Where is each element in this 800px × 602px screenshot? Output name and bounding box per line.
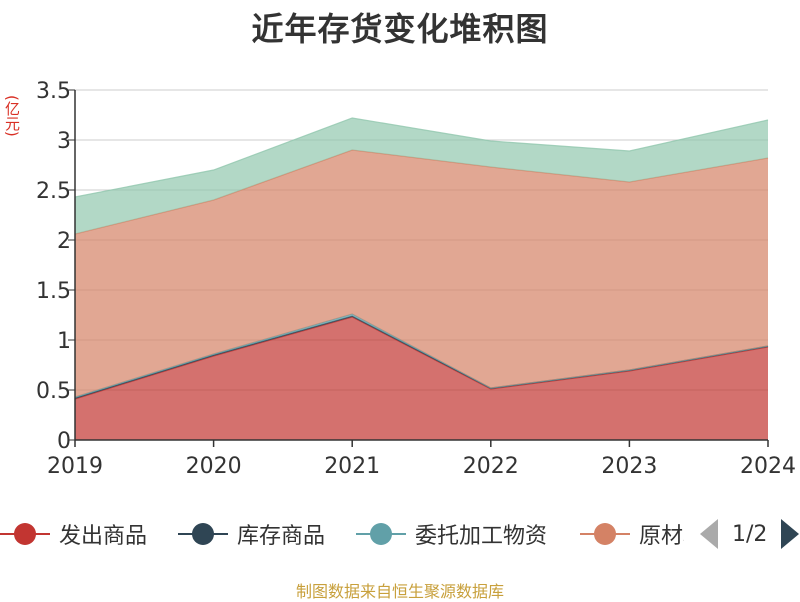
y-axis-unit-label: (亿元) — [3, 95, 21, 137]
legend-item[interactable]: 委托加工物资 — [356, 514, 547, 554]
y-tick-label: 3.5 — [36, 79, 71, 104]
y-tick-label: 2 — [57, 229, 71, 254]
legend-marker-icon — [356, 514, 406, 554]
legend-label: 发出商品 — [59, 524, 148, 549]
x-tick-label: 2022 — [463, 454, 519, 479]
legend-items: 发出商品 库存商品 委托加工物资 原材料 — [0, 514, 684, 554]
legend-label: 库存商品 — [237, 524, 326, 549]
legend-page-indicator: 1/2 — [732, 521, 768, 547]
series-line — [74, 117, 769, 198]
y-tick-label: 1.5 — [36, 279, 71, 304]
x-tick-label: 2019 — [47, 454, 103, 479]
legend-next-arrow-icon[interactable] — [781, 519, 800, 549]
axes: 0 0.5 1 1.5 2 2.5 3 3.5 2019 2020 2021 2022 2023 2024 — [36, 79, 796, 479]
legend-label: 委托加工物资 — [415, 524, 548, 549]
legend-marker-icon — [0, 514, 50, 554]
legend-marker-icon — [580, 514, 630, 554]
chart-title: 近年存货变化堆积图 — [251, 10, 549, 48]
legend-item[interactable]: 发出商品 — [0, 514, 147, 554]
series-area — [75, 150, 768, 397]
x-tick-label: 2023 — [601, 454, 657, 479]
x-tick-label: 2020 — [186, 454, 242, 479]
series-area — [75, 317, 768, 440]
legend-pager: 1/2 — [700, 514, 800, 554]
data-source-note: 制图数据来自恒生聚源数据库 — [295, 582, 504, 601]
x-tick-label: 2024 — [740, 454, 796, 479]
legend-marker-icon — [178, 514, 228, 554]
legend-label: 原材料 — [639, 524, 684, 549]
y-tick-label: 0.5 — [36, 379, 71, 404]
legend: 发出商品 库存商品 委托加工物资 原材料 1/2 — [0, 514, 800, 554]
x-tick-label: 2021 — [324, 454, 380, 479]
legend-prev-arrow-icon[interactable] — [700, 519, 718, 549]
y-tick-label: 0 — [57, 429, 71, 454]
series-area — [75, 118, 768, 234]
legend-item[interactable]: 库存商品 — [178, 514, 325, 554]
y-tick-label: 2.5 — [36, 179, 71, 204]
legend-item[interactable]: 原材料 — [580, 514, 684, 554]
y-tick-label: 1 — [57, 329, 71, 354]
series-areas — [74, 117, 769, 440]
y-tick-label: 3 — [57, 129, 71, 154]
